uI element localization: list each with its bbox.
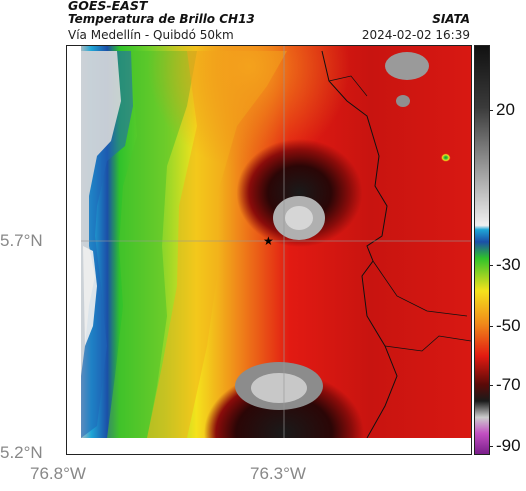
colorbar-label-minus30: -30 — [496, 255, 521, 274]
colorbar-label-minus70: -70 — [496, 375, 521, 394]
colorbar-tick-minus90 — [489, 446, 493, 447]
convective-cell-northeast — [327, 46, 467, 116]
latitude-label-upper: 5.7°N — [0, 231, 43, 250]
colorbar-label-minus90: -90 — [496, 436, 521, 455]
colorbar-tick-minus50 — [489, 326, 493, 327]
colorbar-tick-20 — [489, 110, 493, 111]
map-panel: ★ — [66, 45, 472, 455]
cold-core-north-inner — [285, 206, 313, 230]
cold-spot-small — [396, 95, 410, 107]
latitude-label-lower: 5.2°N — [0, 443, 43, 462]
colorbar-tick-minus70 — [489, 385, 493, 386]
route-subtitle: Vía Medellín - Quibdó 50km — [68, 28, 234, 42]
no-data-strip-left — [67, 46, 81, 454]
colorbar-gradient — [475, 46, 489, 454]
department-boundary-2 — [372, 260, 468, 317]
longitude-label-left: 76.8°W — [30, 464, 86, 483]
colorbar-tick-minus30 — [489, 265, 493, 266]
product-title: Temperatura de Brillo CH13 — [68, 12, 255, 26]
agency-label: SIATA — [432, 12, 470, 26]
colorbar-label-20: 20 — [496, 100, 515, 119]
timestamp-label: 2024-02-02 16:39 — [361, 28, 470, 42]
warm-spot-east — [393, 142, 453, 194]
no-data-strip-bottom — [67, 438, 471, 454]
cold-core-south-inner — [251, 373, 307, 403]
colorbar — [474, 45, 490, 455]
star-marker: ★ — [263, 234, 274, 248]
department-boundary-4 — [328, 75, 368, 97]
map-header: GOES-EAST Temperatura de Brillo CH13 Vía… — [0, 0, 526, 48]
cold-core-northeast — [385, 52, 429, 80]
brightness-temperature-map: ★ — [67, 46, 471, 454]
colorbar-label-minus50: -50 — [496, 316, 521, 335]
satellite-source: GOES-EAST — [68, 0, 148, 13]
department-boundary-3 — [384, 335, 471, 352]
longitude-label-middle: 76.3°W — [250, 464, 306, 483]
